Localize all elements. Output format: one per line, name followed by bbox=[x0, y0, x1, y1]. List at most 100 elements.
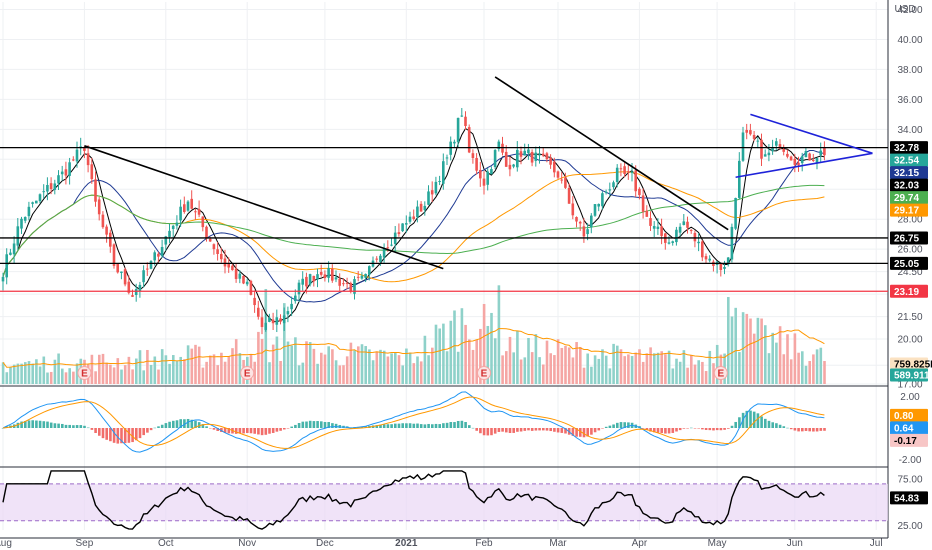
candle-body[interactable] bbox=[678, 226, 682, 233]
trendline[interactable] bbox=[84, 145, 444, 270]
candle-body[interactable] bbox=[434, 181, 438, 194]
candle-body[interactable] bbox=[397, 232, 401, 235]
candle-body[interactable] bbox=[282, 315, 286, 324]
candle-body[interactable] bbox=[142, 270, 145, 283]
candle-body[interactable] bbox=[778, 144, 782, 150]
candle-body[interactable] bbox=[479, 169, 482, 179]
trendline[interactable] bbox=[735, 152, 873, 179]
candle-body[interactable] bbox=[467, 127, 471, 153]
candle-body[interactable] bbox=[408, 216, 412, 222]
candle-body[interactable] bbox=[804, 151, 808, 158]
candle-body[interactable] bbox=[164, 236, 168, 245]
candle-body[interactable] bbox=[171, 225, 175, 230]
candle-body[interactable] bbox=[597, 203, 600, 207]
price-levels-layer[interactable] bbox=[0, 146, 888, 292]
candle-body[interactable] bbox=[279, 318, 282, 322]
candle-body[interactable] bbox=[223, 258, 227, 267]
candle-body[interactable] bbox=[308, 274, 312, 285]
candle-body[interactable] bbox=[183, 204, 186, 212]
candle-body[interactable] bbox=[593, 204, 597, 216]
candle-body[interactable] bbox=[212, 244, 216, 250]
candle-body[interactable] bbox=[268, 317, 271, 322]
candle-body[interactable] bbox=[75, 149, 79, 162]
candle-body[interactable] bbox=[5, 254, 8, 278]
candle-body[interactable] bbox=[245, 281, 249, 285]
candle-body[interactable] bbox=[427, 191, 430, 205]
candle-body[interactable] bbox=[97, 199, 101, 215]
candle-body[interactable] bbox=[38, 194, 42, 202]
candle-body[interactable] bbox=[719, 264, 723, 270]
candle-body[interactable] bbox=[575, 217, 578, 222]
candle-body[interactable] bbox=[771, 147, 774, 152]
candle-body[interactable] bbox=[708, 258, 711, 261]
candle-body[interactable] bbox=[338, 278, 341, 286]
candle-body[interactable] bbox=[120, 271, 123, 273]
candle-body[interactable] bbox=[656, 226, 660, 229]
candle-body[interactable] bbox=[775, 141, 778, 146]
candle-body[interactable] bbox=[208, 238, 212, 242]
candle-body[interactable] bbox=[290, 303, 293, 310]
candle-body[interactable] bbox=[327, 267, 330, 278]
candle-body[interactable] bbox=[83, 148, 86, 151]
candle-body[interactable] bbox=[556, 171, 560, 178]
candle-body[interactable] bbox=[793, 158, 797, 165]
candle-body[interactable] bbox=[131, 295, 134, 297]
candle-body[interactable] bbox=[627, 171, 630, 173]
candle-body[interactable] bbox=[323, 274, 327, 279]
candle-body[interactable] bbox=[175, 222, 179, 226]
candle-body[interactable] bbox=[220, 253, 223, 260]
candle-body[interactable] bbox=[386, 247, 390, 249]
candle-body[interactable] bbox=[157, 253, 160, 257]
candle-body[interactable] bbox=[49, 183, 53, 189]
candle-body[interactable] bbox=[127, 281, 131, 293]
candle-body[interactable] bbox=[760, 139, 763, 159]
candle-body[interactable] bbox=[704, 256, 708, 260]
candle-body[interactable] bbox=[64, 169, 68, 176]
candle-body[interactable] bbox=[1, 276, 5, 282]
candle-body[interactable] bbox=[508, 164, 512, 170]
candle-body[interactable] bbox=[42, 191, 45, 193]
candle-body[interactable] bbox=[652, 226, 656, 229]
candle-body[interactable] bbox=[493, 150, 497, 168]
candle-body[interactable] bbox=[567, 187, 571, 204]
earnings-marker-icon[interactable] bbox=[240, 366, 255, 380]
candle-body[interactable] bbox=[35, 200, 38, 204]
candle-body[interactable] bbox=[301, 278, 304, 285]
candle-body[interactable] bbox=[146, 268, 149, 270]
candle-body[interactable] bbox=[667, 242, 671, 244]
candle-body[interactable] bbox=[571, 203, 575, 216]
candle-body[interactable] bbox=[94, 179, 97, 202]
candle-body[interactable] bbox=[227, 263, 230, 268]
candle-body[interactable] bbox=[405, 223, 408, 225]
candle-body[interactable] bbox=[578, 221, 582, 224]
candle-body[interactable] bbox=[419, 203, 423, 212]
candle-body[interactable] bbox=[382, 248, 386, 258]
candle-body[interactable] bbox=[353, 279, 356, 294]
candle-body[interactable] bbox=[442, 161, 445, 184]
candle-body[interactable] bbox=[264, 322, 267, 330]
candle-body[interactable] bbox=[800, 156, 804, 164]
candle-body[interactable] bbox=[334, 277, 338, 280]
trendlines-layer[interactable] bbox=[84, 76, 873, 270]
candle-body[interactable] bbox=[497, 141, 501, 150]
candle-body[interactable] bbox=[534, 152, 538, 161]
candle-body[interactable] bbox=[57, 175, 60, 184]
candle-body[interactable] bbox=[471, 153, 475, 158]
candle-body[interactable] bbox=[745, 129, 748, 133]
candle-body[interactable] bbox=[749, 130, 752, 135]
candle-body[interactable] bbox=[60, 171, 64, 175]
candle-body[interactable] bbox=[368, 266, 371, 275]
candle-body[interactable] bbox=[789, 156, 793, 161]
candle-body[interactable] bbox=[194, 211, 197, 213]
candle-body[interactable] bbox=[205, 226, 208, 239]
candle-body[interactable] bbox=[197, 209, 201, 215]
earnings-marker-icon[interactable] bbox=[477, 366, 491, 380]
candle-body[interactable] bbox=[689, 230, 693, 232]
candle-body[interactable] bbox=[430, 190, 434, 195]
candle-body[interactable] bbox=[342, 283, 345, 285]
candle-body[interactable] bbox=[586, 229, 589, 235]
candle-body[interactable] bbox=[134, 289, 138, 295]
candle-body[interactable] bbox=[519, 151, 523, 157]
